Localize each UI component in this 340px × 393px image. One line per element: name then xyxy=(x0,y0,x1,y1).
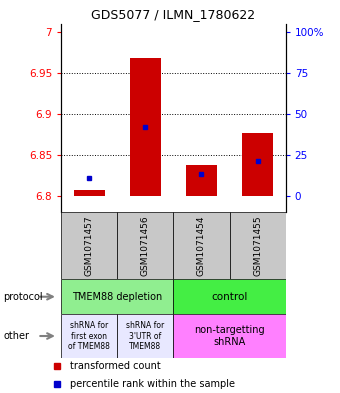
Bar xyxy=(117,314,173,358)
Text: other: other xyxy=(3,331,29,341)
Text: percentile rank within the sample: percentile rank within the sample xyxy=(70,379,235,389)
Text: shRNA for
3'UTR of
TMEM88: shRNA for 3'UTR of TMEM88 xyxy=(126,321,165,351)
Bar xyxy=(74,190,105,196)
Bar xyxy=(242,134,273,196)
Bar xyxy=(61,279,173,314)
Bar xyxy=(61,212,117,279)
Text: non-targetting
shRNA: non-targetting shRNA xyxy=(194,325,265,347)
Bar xyxy=(117,212,173,279)
Text: shRNA for
first exon
of TMEM88: shRNA for first exon of TMEM88 xyxy=(68,321,110,351)
Text: transformed count: transformed count xyxy=(70,362,161,371)
Bar xyxy=(173,314,286,358)
Text: GSM1071457: GSM1071457 xyxy=(85,215,94,276)
Text: GSM1071456: GSM1071456 xyxy=(141,215,150,276)
Bar xyxy=(173,212,230,279)
Text: protocol: protocol xyxy=(3,292,43,302)
Text: GSM1071455: GSM1071455 xyxy=(253,215,262,276)
Bar xyxy=(130,58,161,196)
Bar xyxy=(186,165,217,196)
Text: GSM1071454: GSM1071454 xyxy=(197,215,206,276)
Text: TMEM88 depletion: TMEM88 depletion xyxy=(72,292,163,302)
Text: control: control xyxy=(211,292,248,302)
Title: GDS5077 / ILMN_1780622: GDS5077 / ILMN_1780622 xyxy=(91,8,255,21)
Bar xyxy=(61,314,117,358)
Bar xyxy=(173,279,286,314)
Bar xyxy=(230,212,286,279)
